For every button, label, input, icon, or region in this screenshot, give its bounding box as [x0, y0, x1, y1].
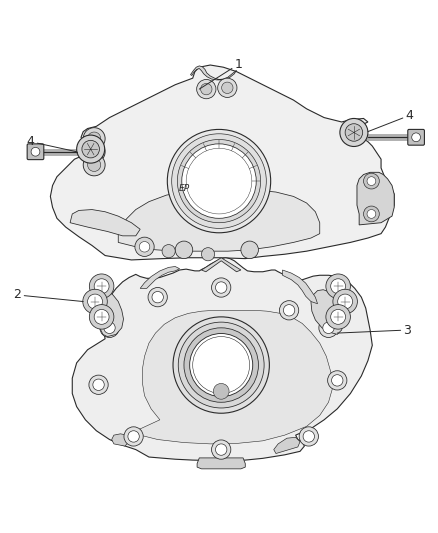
Circle shape	[82, 140, 99, 158]
Text: 3: 3	[337, 324, 411, 336]
Circle shape	[182, 144, 256, 219]
Text: 1: 1	[199, 58, 243, 89]
Circle shape	[93, 379, 104, 391]
Circle shape	[178, 322, 264, 408]
Polygon shape	[197, 458, 245, 469]
Circle shape	[100, 318, 119, 337]
Circle shape	[323, 322, 334, 334]
Circle shape	[364, 173, 379, 189]
Circle shape	[326, 274, 350, 298]
Circle shape	[197, 79, 216, 99]
Text: 4: 4	[368, 109, 413, 132]
Polygon shape	[274, 437, 300, 454]
Polygon shape	[131, 310, 333, 444]
Circle shape	[83, 128, 105, 150]
Circle shape	[89, 304, 114, 329]
Text: 4: 4	[27, 135, 77, 152]
Circle shape	[152, 292, 163, 303]
Circle shape	[201, 248, 215, 261]
Circle shape	[193, 336, 250, 393]
Circle shape	[319, 318, 338, 337]
Circle shape	[88, 145, 101, 158]
Circle shape	[124, 427, 143, 446]
Circle shape	[412, 133, 420, 142]
Circle shape	[31, 147, 40, 156]
Circle shape	[201, 84, 212, 95]
Polygon shape	[357, 172, 394, 225]
Circle shape	[222, 82, 233, 93]
Polygon shape	[70, 209, 140, 236]
Circle shape	[333, 289, 357, 314]
Circle shape	[190, 334, 253, 397]
FancyBboxPatch shape	[408, 130, 424, 145]
Circle shape	[218, 78, 237, 98]
Circle shape	[172, 134, 266, 229]
Circle shape	[135, 237, 154, 256]
Circle shape	[345, 124, 363, 141]
Circle shape	[94, 279, 109, 294]
Circle shape	[88, 132, 101, 145]
Circle shape	[88, 294, 102, 309]
Circle shape	[299, 427, 318, 446]
Circle shape	[184, 328, 258, 402]
Circle shape	[94, 310, 109, 324]
Circle shape	[139, 241, 150, 252]
Circle shape	[215, 444, 227, 455]
Circle shape	[212, 440, 231, 459]
Circle shape	[162, 245, 175, 258]
Polygon shape	[91, 289, 124, 336]
Polygon shape	[118, 189, 320, 251]
Circle shape	[303, 431, 314, 442]
Circle shape	[338, 294, 353, 309]
Circle shape	[104, 322, 115, 334]
Text: 2: 2	[14, 288, 83, 302]
Circle shape	[89, 375, 108, 394]
FancyBboxPatch shape	[27, 144, 44, 159]
Circle shape	[77, 135, 105, 163]
Circle shape	[328, 371, 347, 390]
Circle shape	[175, 241, 193, 259]
Circle shape	[212, 278, 231, 297]
Circle shape	[186, 148, 252, 214]
Circle shape	[367, 177, 376, 185]
Circle shape	[279, 301, 299, 320]
Circle shape	[283, 304, 295, 316]
Circle shape	[326, 304, 350, 329]
Circle shape	[215, 282, 227, 293]
Polygon shape	[201, 258, 241, 272]
Circle shape	[331, 310, 346, 324]
Circle shape	[173, 317, 269, 413]
Polygon shape	[283, 270, 318, 304]
Circle shape	[89, 274, 114, 298]
Polygon shape	[191, 66, 237, 80]
Polygon shape	[311, 290, 344, 334]
Circle shape	[167, 130, 271, 233]
Circle shape	[367, 209, 376, 219]
Polygon shape	[50, 65, 394, 260]
Circle shape	[340, 118, 368, 147]
Circle shape	[88, 158, 101, 172]
Text: EP: EP	[178, 184, 190, 193]
Circle shape	[83, 154, 105, 176]
Circle shape	[331, 279, 346, 294]
Circle shape	[83, 141, 105, 163]
Circle shape	[83, 289, 107, 314]
Polygon shape	[140, 266, 180, 288]
Circle shape	[364, 206, 379, 222]
Circle shape	[148, 287, 167, 307]
Circle shape	[332, 375, 343, 386]
Circle shape	[177, 140, 261, 223]
Polygon shape	[72, 258, 372, 461]
Polygon shape	[112, 434, 129, 446]
Circle shape	[213, 383, 229, 399]
Circle shape	[128, 431, 139, 442]
Circle shape	[241, 241, 258, 259]
